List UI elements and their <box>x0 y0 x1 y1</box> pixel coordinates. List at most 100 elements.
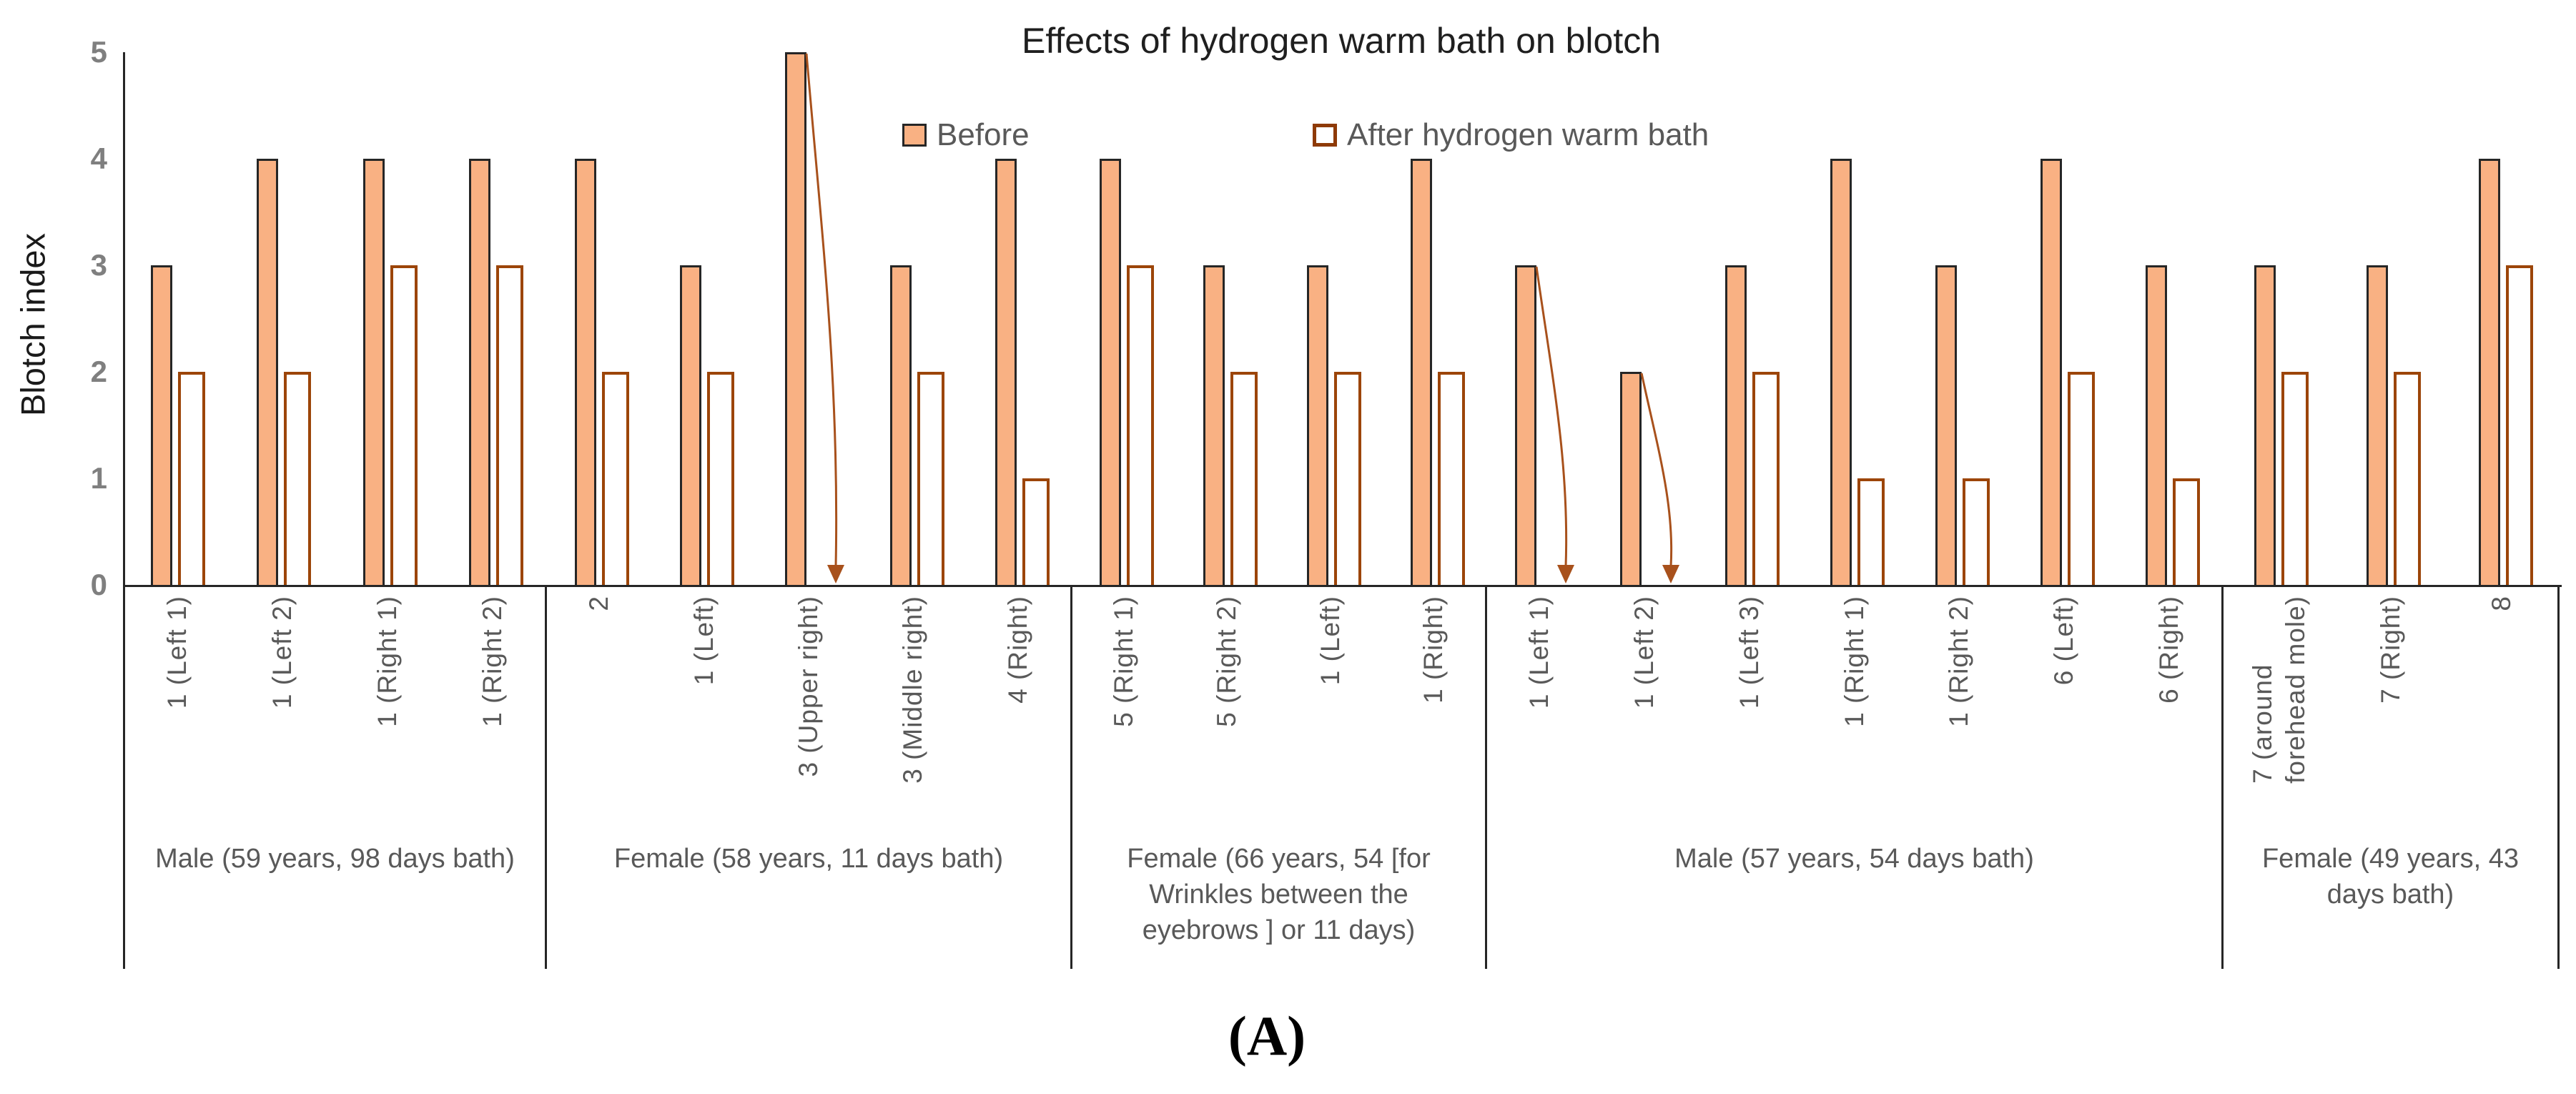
category-label-row: 5 (Right 1) 5 (Right 2) 1 (Left) 1 (Right) <box>1072 587 1485 834</box>
bar-pair-slot <box>125 52 231 585</box>
category-label: 1 (Left 2) <box>1629 596 1659 709</box>
after-bar <box>1126 265 1154 585</box>
y-tick-label: 5 <box>90 35 107 69</box>
category-label-row: 7 (around forehead mole) 7 (Right) 8 <box>2224 587 2557 834</box>
decrease-to-zero-arrow-icon <box>805 53 844 583</box>
after-bar <box>1857 478 1885 585</box>
bar-pair-slot <box>2015 52 2121 585</box>
after-bar <box>284 372 312 585</box>
before-bar <box>1935 265 1958 585</box>
before-bar <box>1203 265 1225 585</box>
y-tick-label: 3 <box>90 248 107 282</box>
after-bar <box>2173 478 2201 585</box>
group-cell: 1 (Left 1) 1 (Left 2) 1 (Left 3) 1 (Right 1… <box>1487 587 2224 969</box>
category-label-row: 1 (Left 1) 1 (Left 2) 1 (Right 1) 1 (Right … <box>125 587 545 834</box>
after-bar <box>495 265 523 585</box>
bar-group <box>1075 52 1489 585</box>
category-label: 6 (Left) <box>2048 596 2078 686</box>
y-tick-label: 0 <box>90 568 107 601</box>
plot-area <box>123 52 2562 587</box>
before-bar <box>1830 159 1852 585</box>
before-bar <box>1306 265 1328 585</box>
group-label: Female (66 years, 54 [for Wrinkles betwee… <box>1127 844 1431 945</box>
before-bar <box>257 159 279 585</box>
bar-pair-slot <box>1699 52 1805 585</box>
group-label: Male (57 years, 54 days bath) <box>1674 844 2034 874</box>
category-label: 4 (Right) <box>1002 596 1032 704</box>
y-tick-label: 4 <box>90 142 107 175</box>
after-bar <box>2394 372 2421 585</box>
category-label: 3 (Upper right) <box>794 596 824 777</box>
bar-pair-slot <box>654 52 759 585</box>
category-label: 8 <box>2487 596 2517 611</box>
bar-group <box>549 52 1075 585</box>
before-bar <box>1619 372 1642 585</box>
group-label: Female (49 years, 43 days bath) <box>2261 844 2520 910</box>
category-label: 1 (Right 1) <box>1839 596 1869 727</box>
category-label: 5 (Right 2) <box>1212 596 1242 727</box>
bar-pair-slot <box>2121 52 2226 585</box>
category-label: 1 (Left 3) <box>1734 596 1764 709</box>
category-label: 6 (Right) <box>2153 596 2183 704</box>
before-bar <box>2146 265 2168 585</box>
chart-title: Effects of hydrogen warm bath on blotch <box>1021 21 1662 61</box>
bar-pair-slot <box>1075 52 1178 585</box>
bar-pair-slot <box>231 52 337 585</box>
category-label: 7 (around forehead mole) <box>2247 596 2310 784</box>
before-bar <box>362 159 385 585</box>
bar-group <box>125 52 549 585</box>
category-label: 7 (Right) <box>2375 596 2405 704</box>
after-bar <box>917 372 944 585</box>
after-bar <box>2068 372 2096 585</box>
bar-pair-slot <box>1386 52 1489 585</box>
bar-pair-slot <box>549 52 654 585</box>
before-swatch-icon <box>902 124 927 147</box>
legend-after-label: After hydrogen warm bath <box>1347 117 1709 152</box>
group-cell: 1 (Left 1) 1 (Left 2) 1 (Right 1) 1 (Right … <box>123 587 547 969</box>
bar-pair-slot <box>443 52 549 585</box>
before-bar <box>1099 159 1121 585</box>
category-label: 2 <box>584 596 614 611</box>
group-cell: 2 1 (Left) 3 (Upper right) 3 (Middle right)… <box>547 587 1072 969</box>
figure-caption: (A) <box>1228 1005 1306 1067</box>
after-bar <box>2505 265 2533 585</box>
before-bar <box>995 159 1017 585</box>
before-bar <box>1514 265 1536 585</box>
before-bar <box>2040 159 2063 585</box>
after-bar <box>2281 372 2309 585</box>
before-bar <box>679 265 701 585</box>
before-bar <box>2478 159 2500 585</box>
bar-pair-slot <box>969 52 1075 585</box>
legend-item-after: After hydrogen warm bath <box>1313 117 1709 153</box>
bar-pair-slot <box>864 52 969 585</box>
category-label: 1 (Left 1) <box>1524 596 1554 709</box>
before-bar <box>2254 265 2276 585</box>
bar-pair-slot <box>2226 52 2338 585</box>
y-tick-label: 1 <box>90 461 107 495</box>
bar-pair-slot <box>1178 52 1282 585</box>
y-tick-label: 2 <box>90 355 107 388</box>
bar-pair-slot <box>1489 52 1594 585</box>
category-label: 1 (Right 2) <box>477 596 507 727</box>
before-bar <box>468 159 490 585</box>
category-label-row: 2 1 (Left) 3 (Upper right) 3 (Middle right)… <box>547 587 1070 834</box>
category-label: 1 (Right) <box>1418 596 1448 704</box>
after-bar <box>1963 478 1990 585</box>
group-label: Male (59 years, 98 days bath) <box>155 844 515 874</box>
after-bar <box>1752 372 1780 585</box>
bar-pair-slot <box>1282 52 1386 585</box>
before-bar <box>784 52 806 585</box>
category-label: 3 (Middle right) <box>898 596 928 784</box>
category-label: 1 (Left 2) <box>267 596 297 709</box>
before-bar <box>151 265 173 585</box>
x-axis-label-area: 1 (Left 1) 1 (Left 2) 1 (Right 1) 1 (Right … <box>123 587 2560 969</box>
bar-pair-slot <box>2338 52 2450 585</box>
before-bar <box>574 159 596 585</box>
decrease-to-zero-arrow-icon <box>1535 266 1574 583</box>
bar-pair-slot <box>2449 52 2562 585</box>
after-swatch-icon <box>1313 124 1337 147</box>
group-cell: 5 (Right 1) 5 (Right 2) 1 (Left) 1 (Right) F… <box>1072 587 1487 969</box>
category-label: 5 (Right 1) <box>1109 596 1139 727</box>
before-bar <box>1410 159 1432 585</box>
